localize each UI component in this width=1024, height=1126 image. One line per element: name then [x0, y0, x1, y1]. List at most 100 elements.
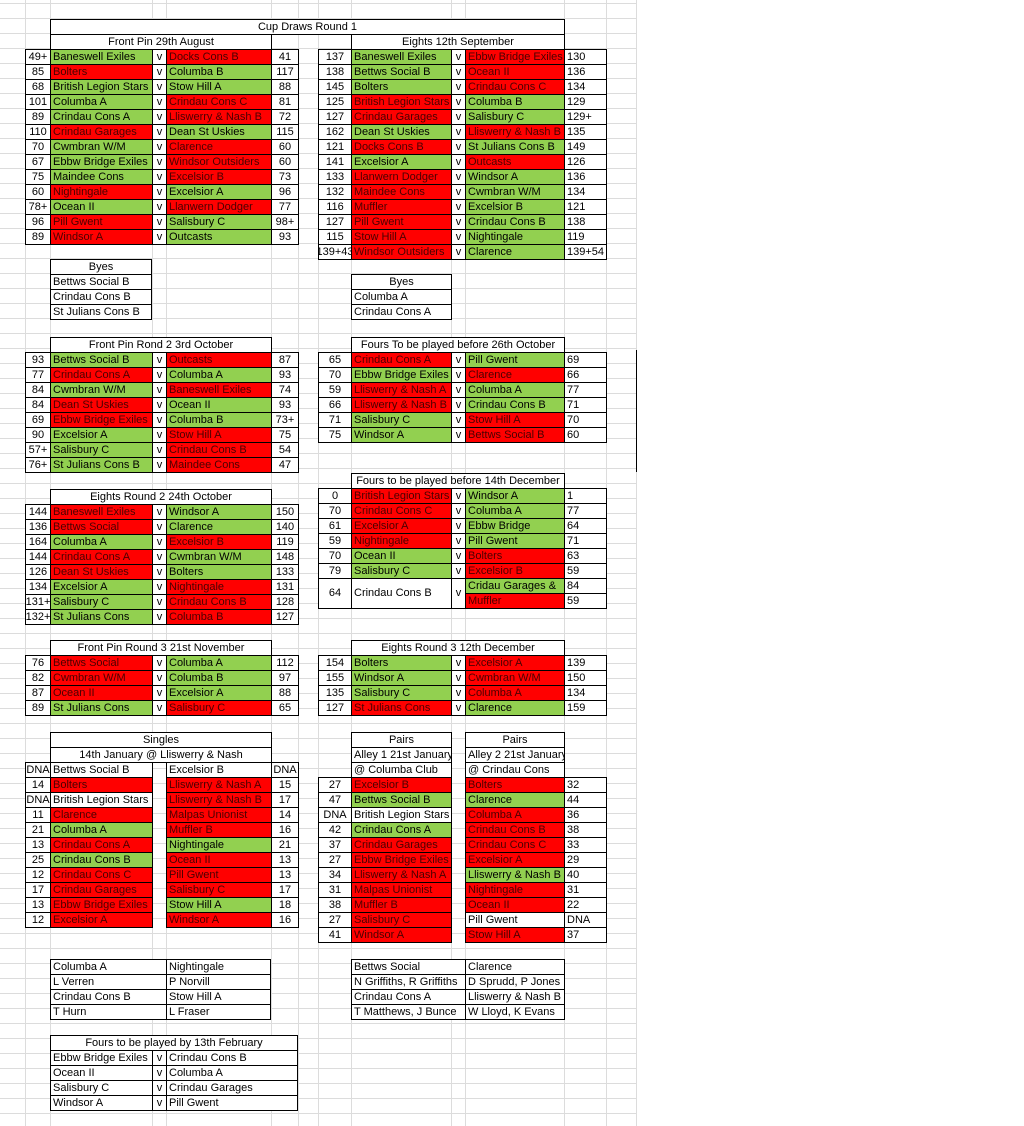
team-cell: Dean St Uskies [50, 564, 153, 580]
score-cell: 96 [25, 214, 51, 230]
team-cell: Columba A [465, 503, 565, 519]
team-cell: Crindau Cons B [166, 594, 272, 610]
score-cell: 27 [318, 777, 352, 793]
team-cell: Excelsior B [166, 762, 272, 778]
sheet-title: Cup Draws Round 1 [50, 19, 565, 35]
score-cell: 154 [318, 655, 352, 671]
team-cell: Columba B [166, 412, 272, 428]
score-cell: 121 [564, 199, 607, 215]
score-cell: 47 [271, 457, 299, 473]
team-cell: Pill Gwent [465, 912, 565, 928]
score-cell: 125 [318, 94, 352, 110]
score-cell: 70 [318, 367, 352, 383]
score-cell: 119 [564, 229, 607, 245]
score-cell: 115 [271, 124, 299, 140]
score-cell: 82 [25, 670, 51, 686]
team-cell: Crindau Cons A [50, 109, 153, 125]
text-cell: DNA [564, 912, 607, 928]
team-cell: Columba A [465, 382, 565, 398]
team-cell: Docks Cons B [166, 49, 272, 65]
score-cell: 16 [271, 822, 299, 838]
team-cell: Maindee Cons [166, 457, 272, 473]
score-cell: 41 [271, 49, 299, 65]
score-cell: 74 [271, 382, 299, 398]
score-cell: 17 [271, 882, 299, 898]
team-cell: Salisbury C [166, 214, 272, 230]
score-cell: 13 [25, 837, 51, 853]
score-cell: 69 [25, 412, 51, 428]
team-cell: Crindau Cons C [465, 837, 565, 853]
score-cell: 110 [25, 124, 51, 140]
team-cell: Crindau Cons C [166, 94, 272, 110]
team-cell: Stow Hill A [166, 79, 272, 95]
score-cell: v [451, 244, 466, 260]
team-cell: Ebbw Bridge [465, 518, 565, 534]
score-cell: 42 [318, 822, 352, 838]
section-header: Front Pin 29th August [50, 34, 272, 50]
team-cell: Baneswell Exiles [351, 49, 452, 65]
team-cell: Excelsior A [166, 184, 272, 200]
score-cell: 34 [318, 867, 352, 883]
score-cell: v [152, 214, 167, 230]
team-cell: Windsor A [351, 927, 452, 943]
score-cell: 130 [564, 49, 607, 65]
score-cell: 63 [564, 548, 607, 564]
score-cell: 72 [271, 109, 299, 125]
score-cell: 134 [25, 579, 51, 595]
score-cell: v [152, 169, 167, 185]
team-cell: Pill Gwent [166, 867, 272, 883]
score-cell: 87 [25, 685, 51, 701]
score-cell: 127 [271, 609, 299, 625]
team-cell: Columba A [50, 94, 153, 110]
score-cell: v [451, 64, 466, 80]
team-cell: Lliswerry & Nash A [166, 777, 272, 793]
score-cell: v [152, 564, 167, 580]
score-cell: v [152, 184, 167, 200]
team-cell: Ebbw Bridge Exiles [465, 49, 565, 65]
score-cell: v [152, 1065, 167, 1081]
score-cell: v [152, 427, 167, 443]
team-cell: Columba B [166, 609, 272, 625]
score-cell: v [451, 670, 466, 686]
score-cell: 133 [318, 169, 352, 185]
team-cell: Llanwern Dodger [351, 169, 452, 185]
score-cell: 135 [318, 685, 352, 701]
score-cell: 32 [564, 777, 607, 793]
score-cell: v [451, 49, 466, 65]
team-cell: Salisbury C [166, 882, 272, 898]
score-cell: 136 [564, 169, 607, 185]
score-cell: v [152, 457, 167, 473]
score-cell: v [451, 184, 466, 200]
team-cell: St Julians Cons [50, 609, 153, 625]
score-cell: 16 [271, 912, 299, 928]
score-cell: 162 [318, 124, 352, 140]
score-cell: 47 [318, 792, 352, 808]
score-cell: 31 [564, 882, 607, 898]
team-cell: Windsor Outsiders [166, 154, 272, 170]
section-header: Front Pin Round 3 21st November [50, 640, 272, 656]
score-cell: 77 [564, 503, 607, 519]
team-cell: Bettws Social B [465, 427, 565, 443]
text-cell: T Hurn [50, 1004, 167, 1020]
score-cell: v [152, 549, 167, 565]
score-cell: 22 [564, 897, 607, 913]
text-cell: D Sprudd, P Jones [465, 974, 565, 990]
score-cell: 112 [271, 655, 299, 671]
score-cell: 132 [318, 184, 352, 200]
score-cell: v [152, 49, 167, 65]
score-cell: 88 [271, 79, 299, 95]
score-cell: 40 [564, 867, 607, 883]
score-cell: 136 [564, 64, 607, 80]
score-cell: 21 [25, 822, 51, 838]
team-cell: Windsor A [465, 169, 565, 185]
section-header: @ Columba Club [351, 762, 452, 778]
team-cell: Muffler B [351, 897, 452, 913]
score-cell: 93 [271, 367, 299, 383]
team-cell: Columba B [166, 64, 272, 80]
text-cell: Salisbury C [50, 1080, 153, 1096]
score-cell: 18 [271, 897, 299, 913]
text-cell: Bettws Social [351, 959, 466, 975]
team-cell: British Legion Stars [351, 94, 452, 110]
score-cell: v [152, 229, 167, 245]
score-cell: 60 [271, 154, 299, 170]
